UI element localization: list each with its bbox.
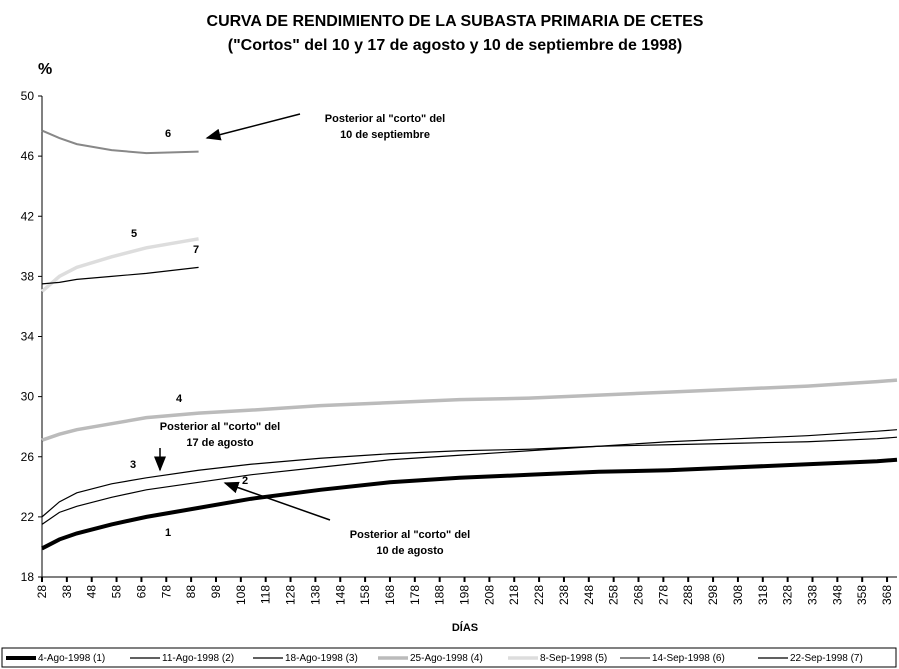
x-tick-label: 348	[830, 585, 844, 605]
legend-label: 14-Sep-1998 (6)	[652, 653, 725, 664]
legend-label: 11-Ago-1998 (2)	[162, 653, 234, 664]
series-line	[41, 429, 898, 525]
y-tick-label: 38	[21, 269, 35, 283]
chart-subtitle: ("Cortos" del 10 y 17 de agosto y 10 de …	[228, 37, 682, 54]
series-line	[40, 237, 199, 293]
curve-label: 6	[165, 128, 171, 140]
x-tick-label: 328	[781, 585, 795, 605]
x-tick-label: 188	[433, 585, 447, 605]
series-line	[41, 129, 199, 155]
annotation: Posterior al "corto" del	[160, 421, 280, 433]
x-axis-label: DÍAS	[452, 621, 478, 634]
curve-label: 5	[131, 228, 137, 240]
x-tick-label: 318	[756, 585, 770, 605]
x-tick-label: 118	[259, 585, 273, 604]
x-tick-label: 288	[681, 585, 695, 605]
y-tick-label: 50	[21, 89, 35, 103]
y-tick-label: 22	[21, 510, 35, 524]
x-tick-label: 258	[607, 585, 621, 605]
x-tick-label: 158	[358, 585, 372, 605]
legend-label: 22-Sep-1998 (7)	[790, 653, 863, 664]
y-tick-label: 46	[21, 149, 35, 163]
x-tick-label: 98	[209, 585, 223, 599]
series-line	[41, 266, 199, 285]
annotation: Posterior al "corto" del	[325, 113, 445, 125]
x-tick-label: 238	[557, 585, 571, 605]
y-tick-label: 30	[21, 390, 35, 404]
y-tick-label: 42	[21, 209, 35, 223]
x-tick-label: 128	[284, 585, 298, 605]
x-tick-label: 38	[60, 585, 74, 599]
x-tick-label: 138	[308, 585, 322, 605]
curve-label: 3	[130, 459, 136, 471]
x-tick-label: 48	[85, 585, 99, 599]
chart-title: CURVA DE RENDIMIENTO DE LA SUBASTA PRIMA…	[207, 13, 704, 30]
x-tick-label: 248	[582, 585, 596, 605]
annotation: 10 de agosto	[376, 545, 444, 557]
x-tick-label: 178	[408, 585, 422, 605]
x-tick-label: 338	[805, 585, 819, 605]
x-tick-label: 198	[458, 585, 472, 605]
x-tick-label: 208	[482, 585, 496, 605]
x-tick-label: 148	[333, 585, 347, 605]
series-line	[41, 436, 898, 518]
x-tick-label: 108	[234, 585, 248, 605]
curve-label: 4	[176, 393, 183, 405]
y-tick-label: 34	[21, 330, 35, 344]
legend-label: 8-Sep-1998 (5)	[540, 653, 607, 664]
y-tick-label: 18	[21, 570, 35, 584]
x-tick-label: 218	[507, 585, 521, 605]
x-tick-label: 28	[35, 585, 49, 599]
legend-label: 25-Ago-1998 (4)	[410, 653, 483, 664]
x-tick-label: 78	[159, 585, 173, 599]
x-tick-label: 268	[632, 585, 646, 605]
annotation: Posterior al "corto" del	[350, 529, 470, 541]
series-line	[41, 457, 898, 551]
x-tick-label: 168	[383, 585, 397, 605]
legend-box	[1, 647, 897, 668]
x-tick-label: 228	[532, 585, 546, 605]
x-tick-label: 368	[880, 585, 894, 605]
arrow	[205, 113, 301, 141]
y-axis-label: %	[38, 61, 52, 78]
curve-label: 1	[165, 527, 171, 539]
y-tick-label: 26	[21, 450, 35, 464]
legend-label: 4-Ago-1998 (1)	[38, 653, 105, 664]
curve-label: 2	[242, 475, 248, 487]
x-tick-label: 58	[110, 585, 124, 599]
series-line	[41, 378, 898, 442]
x-tick-label: 88	[184, 585, 198, 599]
legend-label: 18-Ago-1998 (3)	[285, 653, 358, 664]
annotation: 10 de septiembre	[340, 129, 430, 141]
x-tick-label: 298	[706, 585, 720, 605]
x-tick-label: 278	[656, 585, 670, 605]
x-tick-label: 308	[731, 585, 745, 605]
x-tick-label: 358	[855, 585, 869, 605]
x-tick-label: 68	[134, 585, 148, 599]
curve-label: 7	[193, 244, 199, 256]
annotation: 17 de agosto	[186, 437, 254, 449]
arrow	[223, 481, 331, 521]
